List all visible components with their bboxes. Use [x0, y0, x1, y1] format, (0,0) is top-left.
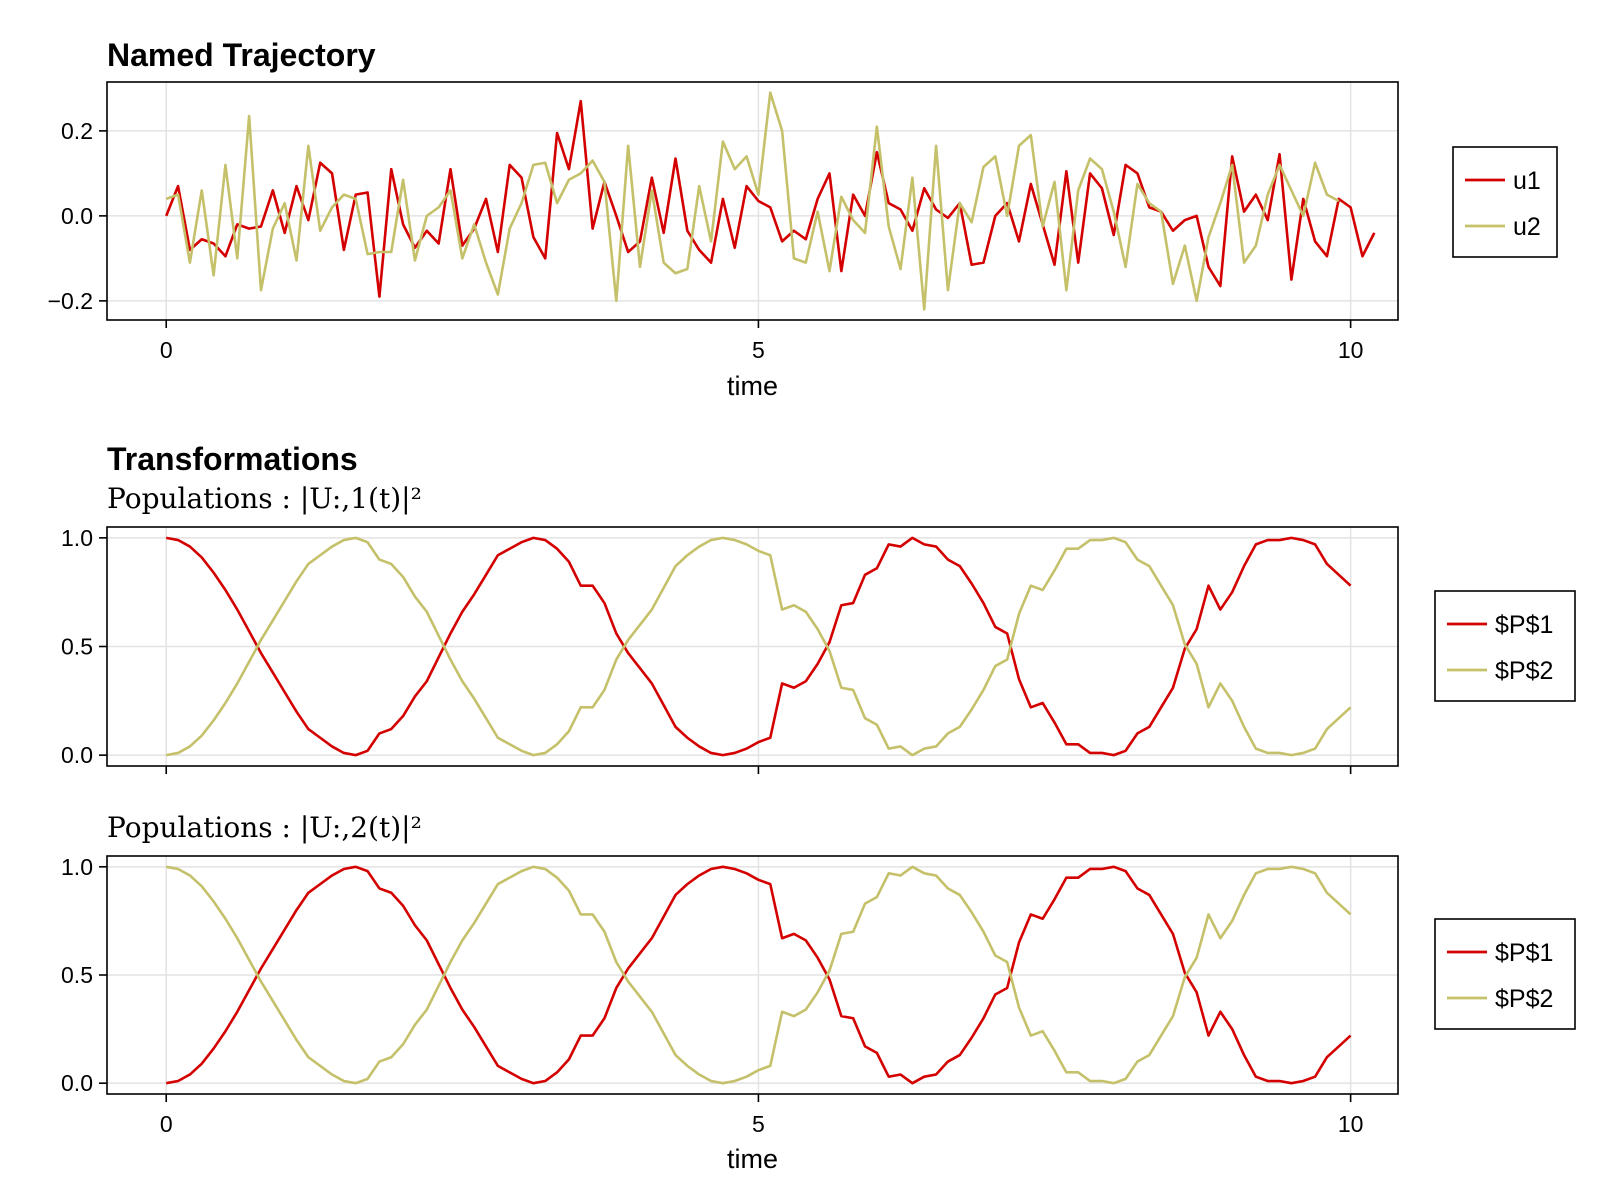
axes-frame	[106, 81, 1399, 321]
plot-area	[165, 536, 1352, 757]
y-tick-label: 0.2	[61, 118, 93, 144]
series-line-2	[165, 536, 1352, 757]
x-axis-label: time	[727, 371, 778, 401]
chart-title: Transformations	[107, 441, 358, 477]
series-line-2	[165, 91, 1340, 311]
y-tick-label: 0.0	[61, 742, 93, 768]
series-line-2	[165, 865, 1352, 1085]
x-axis-label: time	[727, 1144, 778, 1174]
y-tick-label: 0.5	[61, 962, 93, 988]
y-tick-label: 0.5	[61, 634, 93, 660]
x-tick-label: 10	[1338, 337, 1364, 363]
populations-1-panel: 0.0 0.5 1.0 Transformations Populations : |U…	[61, 441, 1576, 774]
y-tick-label: 1.0	[61, 854, 93, 880]
x-tick-label: 5	[752, 337, 765, 363]
y-tick-label: 0.0	[61, 203, 93, 229]
named-trajectory-panel: 0 5 10 −0.2 0.0 0.2 Named Trajectory time u1 u2	[48, 37, 1558, 401]
plot-area	[165, 91, 1376, 311]
x-tick-label: 0	[160, 1111, 173, 1137]
y-tick-label: 0.0	[61, 1070, 93, 1096]
series-line-1	[165, 99, 1376, 298]
legend: $P$1 $P$2	[1434, 918, 1576, 1030]
legend-label-1: u1	[1513, 167, 1541, 195]
x-tick-label: 5	[752, 1111, 765, 1137]
y-tick-label: −0.2	[48, 288, 93, 314]
y-tick-label: 1.0	[61, 525, 93, 551]
chart-title: Named Trajectory	[107, 37, 376, 73]
series-line-1	[165, 865, 1352, 1085]
plot-area	[165, 865, 1352, 1085]
legend-box	[1434, 918, 1576, 1030]
x-tick-label: 10	[1338, 1111, 1364, 1137]
legend-label-2: u2	[1513, 213, 1541, 241]
legend-label-2: $P$2	[1495, 985, 1553, 1013]
chart-subtitle: Populations : |U:,1(t)|²	[107, 482, 422, 515]
legend: $P$1 $P$2	[1434, 590, 1576, 702]
legend-label-1: $P$1	[1495, 611, 1553, 639]
legend-box	[1452, 146, 1558, 258]
legend-box	[1434, 590, 1576, 702]
x-tick-label: 0	[160, 337, 173, 363]
legend: u1 u2	[1452, 146, 1558, 258]
legend-label-1: $P$1	[1495, 939, 1553, 967]
legend-label-2: $P$2	[1495, 657, 1553, 685]
chart-subtitle: Populations : |U:,2(t)|²	[107, 811, 422, 844]
series-line-1	[165, 536, 1352, 757]
populations-2-panel: 0 5 10 0.0 0.5 1.0 Populations : |U:,2(t)|² tim…	[61, 811, 1576, 1174]
